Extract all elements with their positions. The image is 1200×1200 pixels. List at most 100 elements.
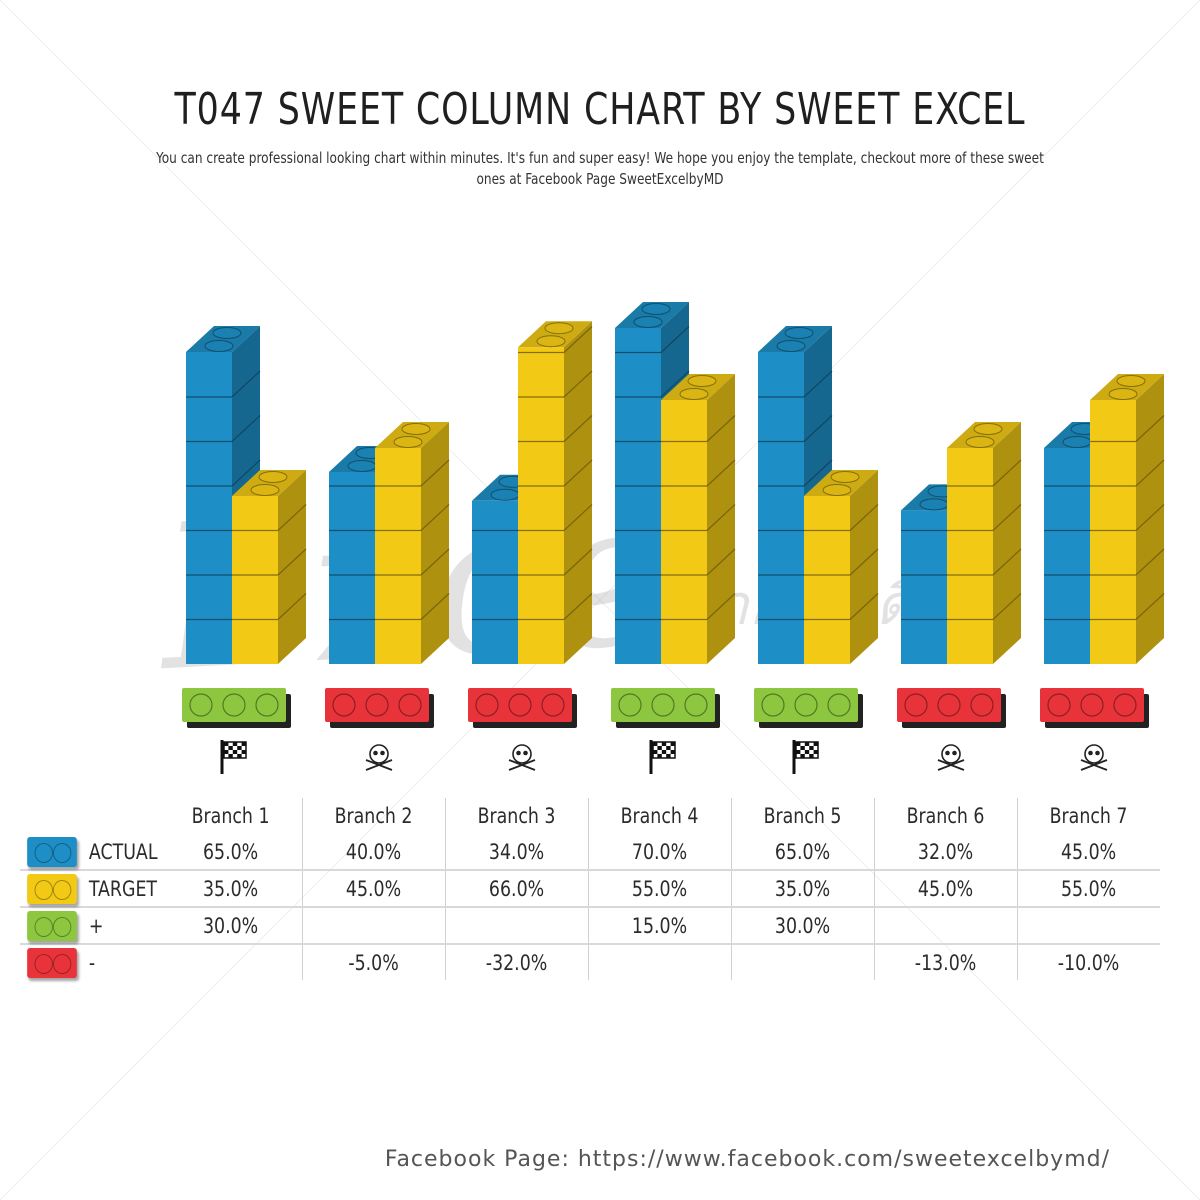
bar-target-4-segment-line bbox=[706, 504, 736, 531]
bar-target-7-segment-line bbox=[1135, 415, 1165, 442]
bar-actual-1-segment-line bbox=[231, 459, 261, 487]
legend-brick-target bbox=[22, 870, 82, 908]
bar-actual-2-front bbox=[329, 472, 375, 664]
bar-target-3-top bbox=[518, 321, 592, 348]
flag-check bbox=[224, 750, 229, 754]
status-brick-stud bbox=[1047, 693, 1071, 717]
status-brick-4 bbox=[611, 688, 720, 728]
header-branch-3: Branch 3 bbox=[450, 798, 583, 834]
actual-brick-icon bbox=[27, 836, 77, 867]
bar-actual-4-segment-line bbox=[660, 370, 690, 398]
bar-target-1-top bbox=[232, 470, 306, 496]
label-column-header bbox=[87, 798, 157, 834]
table-cell: 40.0% bbox=[307, 834, 440, 871]
bar-actual-5-stud bbox=[784, 327, 814, 339]
bar-target-7-segment-line bbox=[1135, 459, 1165, 487]
skull-icon bbox=[1080, 744, 1108, 771]
status-brick-stud bbox=[651, 693, 675, 717]
flag-check bbox=[653, 750, 658, 754]
table-row-target: TARGET 35.0% 45.0% 66.0% 55.0% 35.0% 45.… bbox=[20, 870, 1160, 908]
bar-target-5-front bbox=[804, 496, 850, 664]
bar-actual-3-stud bbox=[490, 488, 520, 501]
flag-check bbox=[800, 754, 805, 758]
flag-check bbox=[666, 754, 671, 758]
checkered-flag-icon bbox=[792, 740, 819, 774]
bar-target-7-segment-line bbox=[1135, 504, 1165, 531]
row-label-target: TARGET bbox=[86, 870, 158, 908]
skull-eye bbox=[945, 750, 950, 756]
bar-target-4-stud bbox=[679, 388, 709, 400]
bar-target-1-stud bbox=[258, 471, 288, 483]
bar-target-3-segment-line bbox=[563, 504, 593, 531]
flag-check bbox=[804, 742, 810, 746]
flag-check bbox=[232, 750, 238, 754]
bar-actual-5-front bbox=[758, 352, 804, 664]
bar-target-4-stud bbox=[687, 375, 717, 387]
bar-target-1-segment-line bbox=[277, 504, 307, 531]
bar-target-1-stud bbox=[250, 484, 280, 496]
flag-check bbox=[796, 750, 801, 754]
status-brick-stud bbox=[684, 693, 708, 717]
bar-actual-1-segment-line bbox=[231, 370, 261, 398]
bar-actual-4-top bbox=[615, 302, 689, 328]
flag-check bbox=[809, 746, 814, 750]
status-brick-stud bbox=[904, 693, 928, 717]
bar-actual-3-front bbox=[472, 500, 518, 664]
table-row-plus: + 30.0% 15.0% 30.0% bbox=[20, 907, 1160, 945]
header-branch-7: Branch 7 bbox=[1022, 798, 1155, 834]
bar-actual-6-stud bbox=[919, 498, 949, 511]
flag-check bbox=[228, 754, 233, 758]
table-cell: 15.0% bbox=[593, 907, 726, 945]
bar-target-4-side bbox=[707, 374, 735, 664]
header-branch-1: Branch 1 bbox=[192, 804, 270, 828]
table-cell: 30.0% bbox=[736, 907, 869, 945]
table-cell: -5.0% bbox=[307, 944, 440, 980]
skull-head bbox=[512, 744, 532, 764]
status-brick-stud bbox=[255, 693, 279, 717]
bar-target-3-side bbox=[564, 321, 592, 664]
status-brick-stud bbox=[794, 693, 818, 717]
flag-check bbox=[813, 742, 818, 746]
target-brick-icon bbox=[27, 873, 77, 904]
bar-target-3-segment-line bbox=[563, 326, 593, 353]
skull-eye bbox=[1095, 750, 1100, 756]
status-brick-stud bbox=[970, 693, 994, 717]
table-cell: 45.0% bbox=[1022, 834, 1155, 871]
flag-check bbox=[796, 742, 801, 746]
bar-target-3-segment-line bbox=[563, 593, 593, 620]
status-brick-stud bbox=[937, 693, 961, 717]
flag-check bbox=[241, 750, 246, 754]
status-brick-stud bbox=[365, 693, 389, 717]
flag-check bbox=[804, 750, 810, 754]
skull-eye bbox=[952, 750, 957, 756]
bar-target-5-segment-line bbox=[849, 593, 879, 620]
data-table: Branch 1 Branch 2 Branch 3 Branch 4 Bran… bbox=[20, 798, 1160, 980]
table-cell: 35.0% bbox=[736, 870, 869, 908]
flag-check bbox=[224, 742, 229, 746]
bar-target-2-segment-line bbox=[420, 593, 450, 620]
bar-actual-7-stud bbox=[1062, 436, 1092, 448]
skull-head bbox=[369, 744, 389, 764]
row-label-minus: - bbox=[88, 950, 96, 975]
status-brick-1 bbox=[182, 688, 291, 728]
brick-stud bbox=[52, 842, 72, 863]
bar-target-6-top bbox=[947, 422, 1021, 448]
table-cell: 66.0% bbox=[450, 870, 583, 908]
table-cell bbox=[166, 944, 296, 980]
bar-actual-1-stud bbox=[212, 327, 242, 339]
table-cell: -10.0% bbox=[1022, 944, 1155, 980]
skull-eye bbox=[523, 750, 528, 756]
bar-target-6-segment-line bbox=[992, 459, 1022, 487]
bar-target-6-stud bbox=[973, 423, 1003, 435]
bar-target-1-side bbox=[278, 470, 306, 664]
skull-icon bbox=[365, 744, 393, 771]
bar-target-6-segment-line bbox=[992, 548, 1022, 576]
bar-target-7-side bbox=[1136, 374, 1164, 664]
table-cell: 55.0% bbox=[1022, 870, 1155, 908]
bar-target-7-stud bbox=[1108, 388, 1138, 400]
bar-actual-5-stud bbox=[776, 340, 806, 352]
bar-target-1-segment-line bbox=[277, 593, 307, 620]
table-cell: 70.0% bbox=[593, 834, 726, 871]
table-cell: 55.0% bbox=[593, 870, 726, 908]
